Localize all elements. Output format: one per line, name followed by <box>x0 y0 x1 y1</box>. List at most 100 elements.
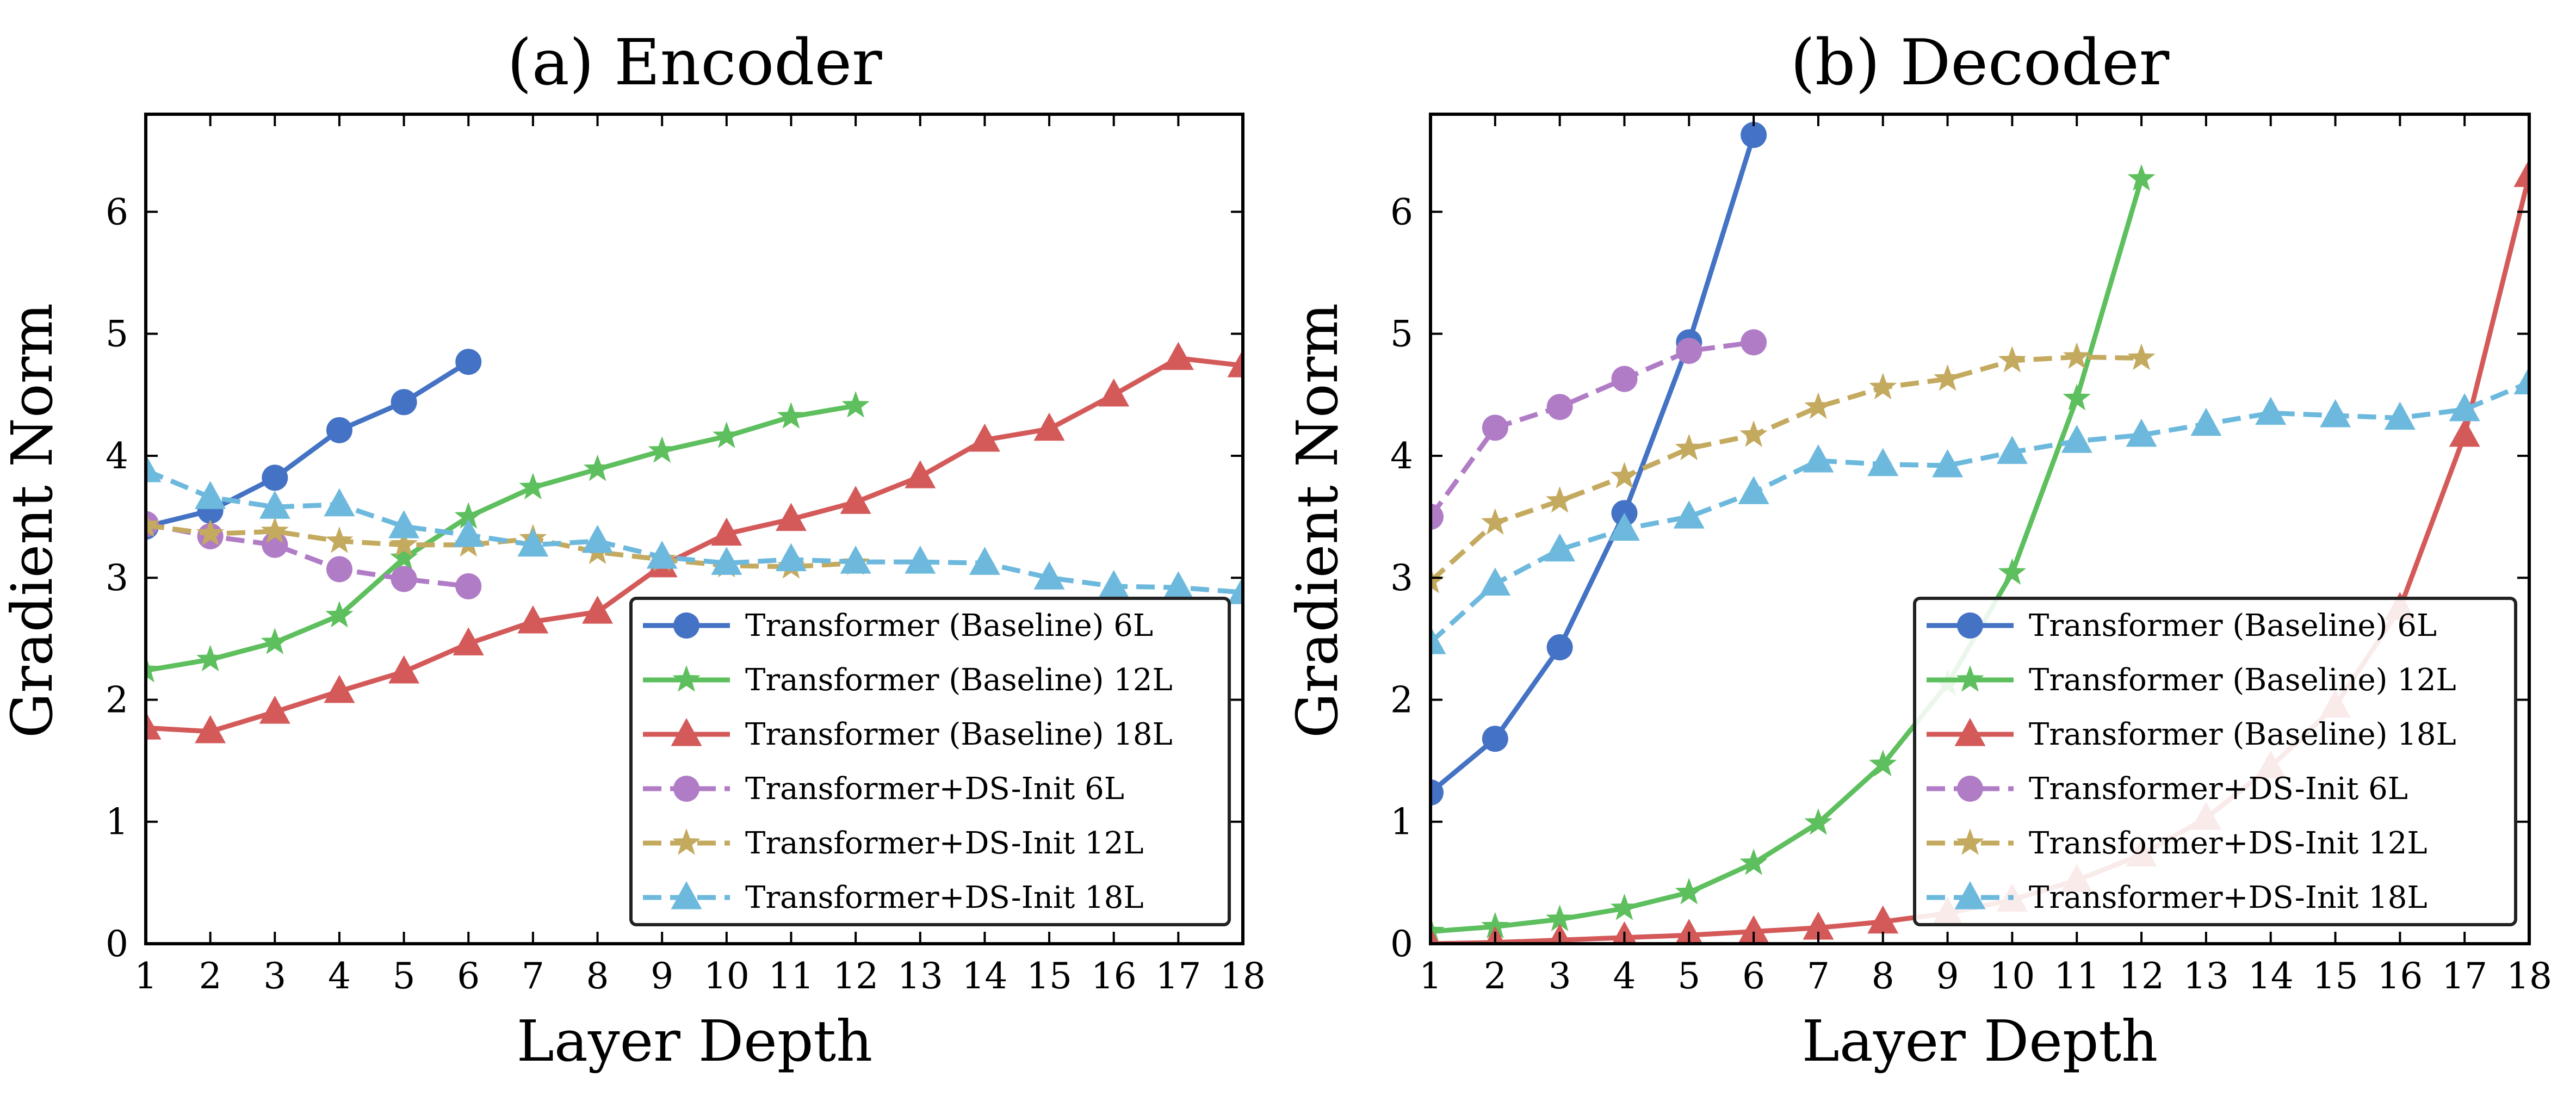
data-point <box>146 655 160 683</box>
series-3 <box>146 511 482 599</box>
x-axis-label: Layer Depth <box>1802 1008 2158 1074</box>
data-point <box>196 519 225 546</box>
y-tick-label: 0 <box>1390 923 1413 965</box>
data-point <box>1675 919 1703 944</box>
legend-entry: Transformer (Baseline) 6L <box>1927 608 2437 643</box>
data-point <box>582 596 614 624</box>
data-point <box>583 454 612 481</box>
data-point <box>711 517 742 546</box>
x-tick-label: 10 <box>1989 955 2035 997</box>
data-point <box>905 546 936 574</box>
legend-swatch-marker <box>671 881 702 909</box>
series-line <box>146 522 469 589</box>
legend-entry: Transformer+DS-Init 12L <box>1927 826 2428 861</box>
data-point <box>324 674 355 703</box>
x-tick-label: 1 <box>134 955 157 997</box>
data-point <box>388 655 420 684</box>
data-point <box>2513 159 2529 187</box>
data-point <box>389 543 418 571</box>
legend-entry: Transformer+DS-Init 18L <box>643 880 1144 915</box>
data-point <box>1546 394 1573 420</box>
data-point <box>775 543 807 572</box>
data-point <box>517 528 549 557</box>
y-tick-label: 1 <box>106 801 128 843</box>
y-axis-label: Gradient Norm <box>0 303 65 738</box>
x-tick-label: 7 <box>522 955 544 997</box>
legend-swatch-marker <box>1956 828 1984 855</box>
y-tick-label: 4 <box>1390 435 1413 477</box>
data-point <box>2127 164 2156 191</box>
data-point <box>1867 448 1899 476</box>
y-tick-label: 4 <box>106 435 128 477</box>
data-point <box>1739 420 1768 447</box>
data-point <box>1804 808 1832 835</box>
x-tick-label: 13 <box>897 955 943 997</box>
data-point <box>146 454 162 482</box>
series-0 <box>1431 122 1767 806</box>
x-tick-label: 10 <box>704 955 750 997</box>
data-point <box>1741 122 1767 148</box>
x-tick-label: 8 <box>586 955 609 997</box>
legend-swatch-marker <box>1957 776 1983 802</box>
data-point <box>455 349 482 375</box>
x-tick-label: 11 <box>2054 955 2100 997</box>
legend-box <box>1913 597 2517 926</box>
legend-swatch-marker <box>672 665 701 692</box>
data-point <box>388 510 420 538</box>
y-tick-label: 6 <box>106 191 128 233</box>
data-point <box>1804 392 1832 419</box>
data-point <box>2126 418 2157 447</box>
x-tick-label: 16 <box>2377 955 2423 997</box>
series-line <box>1431 134 1756 795</box>
plot-frame <box>144 113 1244 945</box>
data-point <box>195 715 226 744</box>
data-point <box>519 473 547 500</box>
x-tick-label: 11 <box>768 955 814 997</box>
legend-label: Transformer+DS-Init 18L <box>2029 880 2428 915</box>
y-tick-label: 5 <box>1390 313 1413 355</box>
legend-swatch-marker <box>673 776 699 802</box>
series-line <box>146 360 470 529</box>
y-axis-label: Gradient Norm <box>1284 303 1351 738</box>
data-point <box>1803 444 1834 473</box>
legend-label: Transformer (Baseline) 18L <box>2029 717 2456 752</box>
data-point <box>2063 383 2091 411</box>
data-point <box>1479 567 1511 596</box>
x-tick-label: 3 <box>1549 955 1571 997</box>
x-tick-label: 14 <box>962 955 1007 997</box>
x-tick-label: 7 <box>1807 955 1830 997</box>
data-point <box>1481 912 1509 939</box>
data-point <box>775 503 807 531</box>
x-tick-label: 5 <box>393 955 416 997</box>
legend-swatch-marker <box>1954 881 1986 909</box>
x-tick-label: 17 <box>2442 955 2487 997</box>
chart-title: (a) Encoder <box>507 26 882 100</box>
series-line <box>146 468 1243 595</box>
legend-entry: Transformer (Baseline) 18L <box>1927 717 2456 752</box>
data-point <box>2513 366 2529 394</box>
series-1 <box>146 391 870 683</box>
data-point <box>2063 342 2091 369</box>
data-point <box>453 518 484 547</box>
data-point <box>2384 401 2416 430</box>
data-point <box>1869 373 1897 400</box>
data-point <box>1803 911 1834 940</box>
x-tick-label: 8 <box>1872 955 1894 997</box>
data-point <box>1676 338 1702 364</box>
data-point <box>455 573 482 599</box>
x-tick-label: 4 <box>1613 955 1636 997</box>
x-tick-label: 9 <box>1936 955 1959 997</box>
x-tick-label: 5 <box>1677 955 1700 997</box>
legend-label: Transformer (Baseline) 12L <box>745 663 1173 698</box>
data-point <box>969 547 1000 575</box>
series-3 <box>1431 329 1767 530</box>
data-point <box>1675 877 1703 905</box>
legend-swatch-marker <box>673 612 699 639</box>
data-point <box>2190 407 2222 436</box>
data-point <box>326 417 352 443</box>
legend-entry: Transformer (Baseline) 18L <box>643 717 1173 752</box>
series-2 <box>146 342 1243 744</box>
